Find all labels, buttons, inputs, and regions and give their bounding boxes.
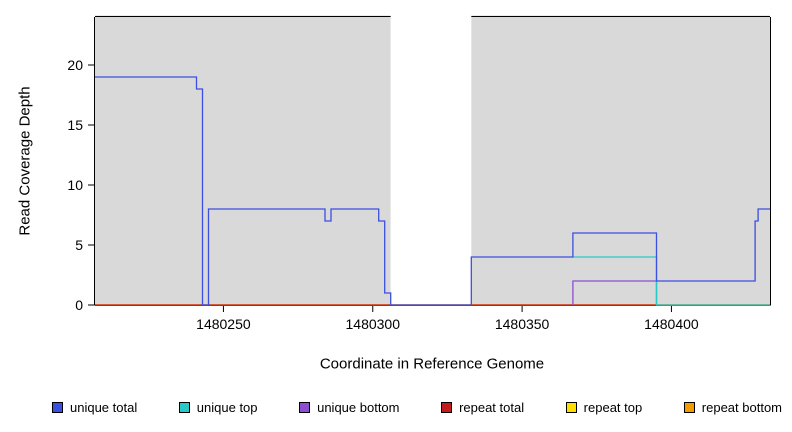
x-axis-label: Coordinate in Reference Genome [319, 355, 545, 373]
y-tick-label: 10 [67, 177, 83, 193]
x-tick-label: 1480250 [196, 316, 251, 332]
legend-label: unique total [70, 399, 138, 415]
legend-item-repeat-bottom: repeat bottom [683, 399, 782, 415]
legend-item-unique-total: unique total [52, 400, 137, 415]
y-tick-label: 0 [75, 297, 83, 313]
legend-swatch [441, 401, 453, 413]
x-tick-label: 1480400 [644, 316, 699, 332]
legend-label: unique top [196, 399, 258, 415]
legend: unique total unique top unique bottom repea… [52, 398, 782, 416]
legend-item-repeat-top: repeat top [565, 399, 643, 415]
coverage-region [95, 15, 391, 305]
legend-item-unique-top: unique top [178, 399, 258, 415]
legend-item-unique-bottom: unique bottom [299, 399, 400, 415]
legend-swatch [565, 401, 577, 413]
legend-swatch [52, 401, 63, 413]
y-tick-label: 20 [67, 57, 83, 73]
series-line-unique-total [95, 76, 770, 306]
coverage-region [471, 15, 770, 305]
y-tick-label: 15 [67, 117, 83, 133]
legend-item-repeat-total: repeat total [441, 400, 524, 415]
y-axis-label: Read Coverage Depth [16, 86, 34, 236]
coverage-gap-region [390, 15, 472, 305]
legend-swatch [178, 401, 190, 413]
legend-label: repeat total [459, 399, 525, 415]
legend-swatch [683, 401, 695, 413]
legend-label: unique bottom [317, 399, 400, 415]
legend-label: repeat bottom [701, 399, 782, 415]
x-tick-label: 1480350 [495, 316, 550, 332]
legend-label: repeat top [583, 399, 643, 415]
x-tick-label: 1480300 [346, 316, 401, 332]
legend-swatch [299, 401, 311, 413]
y-tick-label: 5 [75, 237, 83, 253]
